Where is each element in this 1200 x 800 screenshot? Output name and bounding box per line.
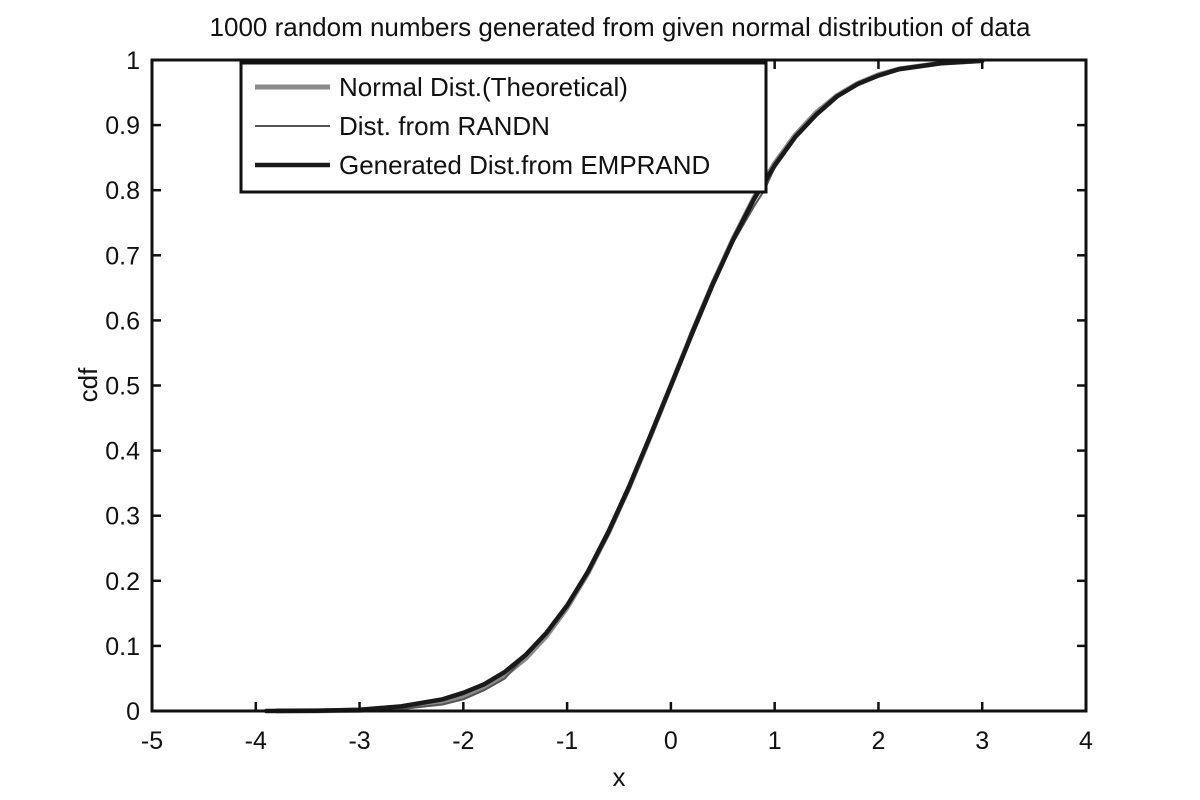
x-tick-label: -3 bbox=[348, 727, 370, 755]
x-tick-label: -2 bbox=[452, 727, 474, 755]
tick-labels: -5 -4 -3 -2 -1 0 1 2 3 4 0 0.1 0.2 0.3 0.4 0.5 0.6 0.7 0.8… bbox=[105, 47, 1093, 755]
y-tick-label: 0.3 bbox=[105, 503, 140, 531]
x-tick-label: 3 bbox=[975, 727, 989, 755]
x-tick-label: 2 bbox=[871, 727, 885, 755]
legend-label-1: Normal Dist.(Theoretical) bbox=[339, 72, 628, 102]
x-tick-label: 0 bbox=[664, 727, 678, 755]
y-axis-label: cdf bbox=[73, 367, 103, 402]
x-tick-label: -1 bbox=[556, 727, 578, 755]
y-tick-label: 0.6 bbox=[105, 307, 140, 335]
x-tick-label: 4 bbox=[1079, 727, 1093, 755]
x-tick-label: -4 bbox=[245, 727, 267, 755]
x-axis-label: x bbox=[613, 762, 626, 792]
y-tick-label: 0.8 bbox=[105, 177, 140, 205]
legend-label-2: Dist. from RANDN bbox=[339, 111, 550, 141]
x-tick-label: -5 bbox=[141, 727, 163, 755]
y-tick-label: 0.9 bbox=[105, 112, 140, 140]
chart-title: 1000 random numbers generated from given… bbox=[210, 12, 1031, 42]
y-tick-label: 0.4 bbox=[105, 438, 140, 466]
y-tick-label: 1 bbox=[126, 47, 140, 75]
y-tick-label: 0.5 bbox=[105, 373, 140, 401]
y-tick-label: 0.1 bbox=[105, 633, 140, 661]
y-tick-label: 0.7 bbox=[105, 242, 140, 270]
legend: Normal Dist.(Theoretical) Dist. from RAND… bbox=[239, 61, 768, 194]
y-tick-label: 0 bbox=[126, 698, 140, 726]
legend-label-3: Generated Dist.from EMPRAND bbox=[339, 150, 710, 180]
series-line-3 bbox=[263, 58, 985, 714]
plot-lines bbox=[263, 58, 985, 714]
x-tick-label: 1 bbox=[768, 727, 782, 755]
y-tick-label: 0.2 bbox=[105, 568, 140, 596]
